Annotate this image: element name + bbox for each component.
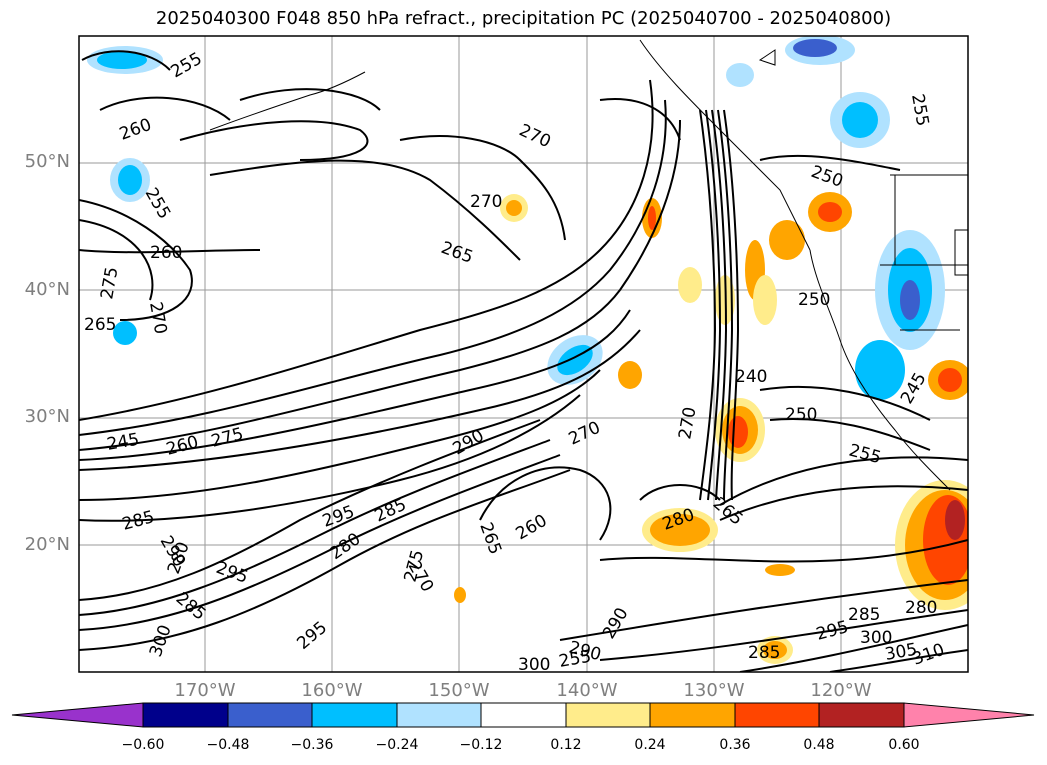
- colorbar-tick: 0.24: [634, 737, 666, 753]
- lon-label: 170°W: [174, 680, 236, 701]
- contour-label: 285: [848, 605, 880, 625]
- lon-label: 120°W: [810, 680, 872, 701]
- colorbar-tick: −0.36: [290, 737, 334, 753]
- colorbar-bin: [227, 702, 313, 728]
- colorbar-bin: [396, 702, 482, 728]
- plot-area: [79, 36, 968, 672]
- lat-label: 50°N: [24, 151, 70, 172]
- colorbar-tick: −0.48: [206, 737, 250, 753]
- lon-label: 160°W: [301, 680, 363, 701]
- colorbar-extend-low: [11, 702, 144, 728]
- contour-label: 250: [798, 290, 830, 310]
- lat-label: 20°N: [24, 534, 70, 555]
- contour-label: 270: [470, 192, 502, 212]
- contour-label: 250: [785, 405, 817, 425]
- colorbar-tick: 0.36: [719, 737, 751, 753]
- colorbar-tick: 0.12: [550, 737, 582, 753]
- lat-label: 40°N: [24, 279, 70, 300]
- lat-label: 30°N: [24, 406, 70, 427]
- contour-label: 300: [860, 628, 892, 648]
- colorbar-bin: [142, 702, 229, 728]
- map-title: 2025040300 F048 850 hPa refract., precip…: [155, 8, 892, 29]
- colorbar-tick: 0.48: [803, 737, 835, 753]
- contour-label: 285: [748, 643, 780, 663]
- colorbar-bin: [480, 702, 567, 728]
- contour-label: 265: [84, 315, 116, 335]
- colorbar-bin: [734, 702, 820, 728]
- contour-label: 240: [735, 367, 767, 387]
- plot-frame: [78, 35, 969, 673]
- colorbar: [11, 702, 1035, 728]
- lon-label: 140°W: [556, 680, 618, 701]
- lon-label: 130°W: [683, 680, 745, 701]
- colorbar-bin: [818, 702, 905, 728]
- colorbar-tick: 0.60: [888, 737, 920, 753]
- coastlines: [209, 39, 968, 491]
- colorbar-bin: [565, 702, 651, 728]
- colorbar-tick: −0.24: [375, 737, 419, 753]
- contour-label: 300: [518, 655, 550, 675]
- contour-labels: 255 260 255 270 270 265 260 270 275 265 …: [84, 49, 947, 675]
- lon-label: 150°W: [428, 680, 490, 701]
- contour-lines: [79, 50, 968, 672]
- colorbar-bin: [311, 702, 398, 728]
- contour-label: 280: [905, 598, 937, 618]
- colorbar-tick: −0.60: [121, 737, 165, 753]
- contour-label: 260: [150, 243, 182, 263]
- colorbar-extend-high: [903, 702, 1035, 728]
- colorbar-tick: −0.12: [459, 737, 503, 753]
- colorbar-bin: [649, 702, 736, 728]
